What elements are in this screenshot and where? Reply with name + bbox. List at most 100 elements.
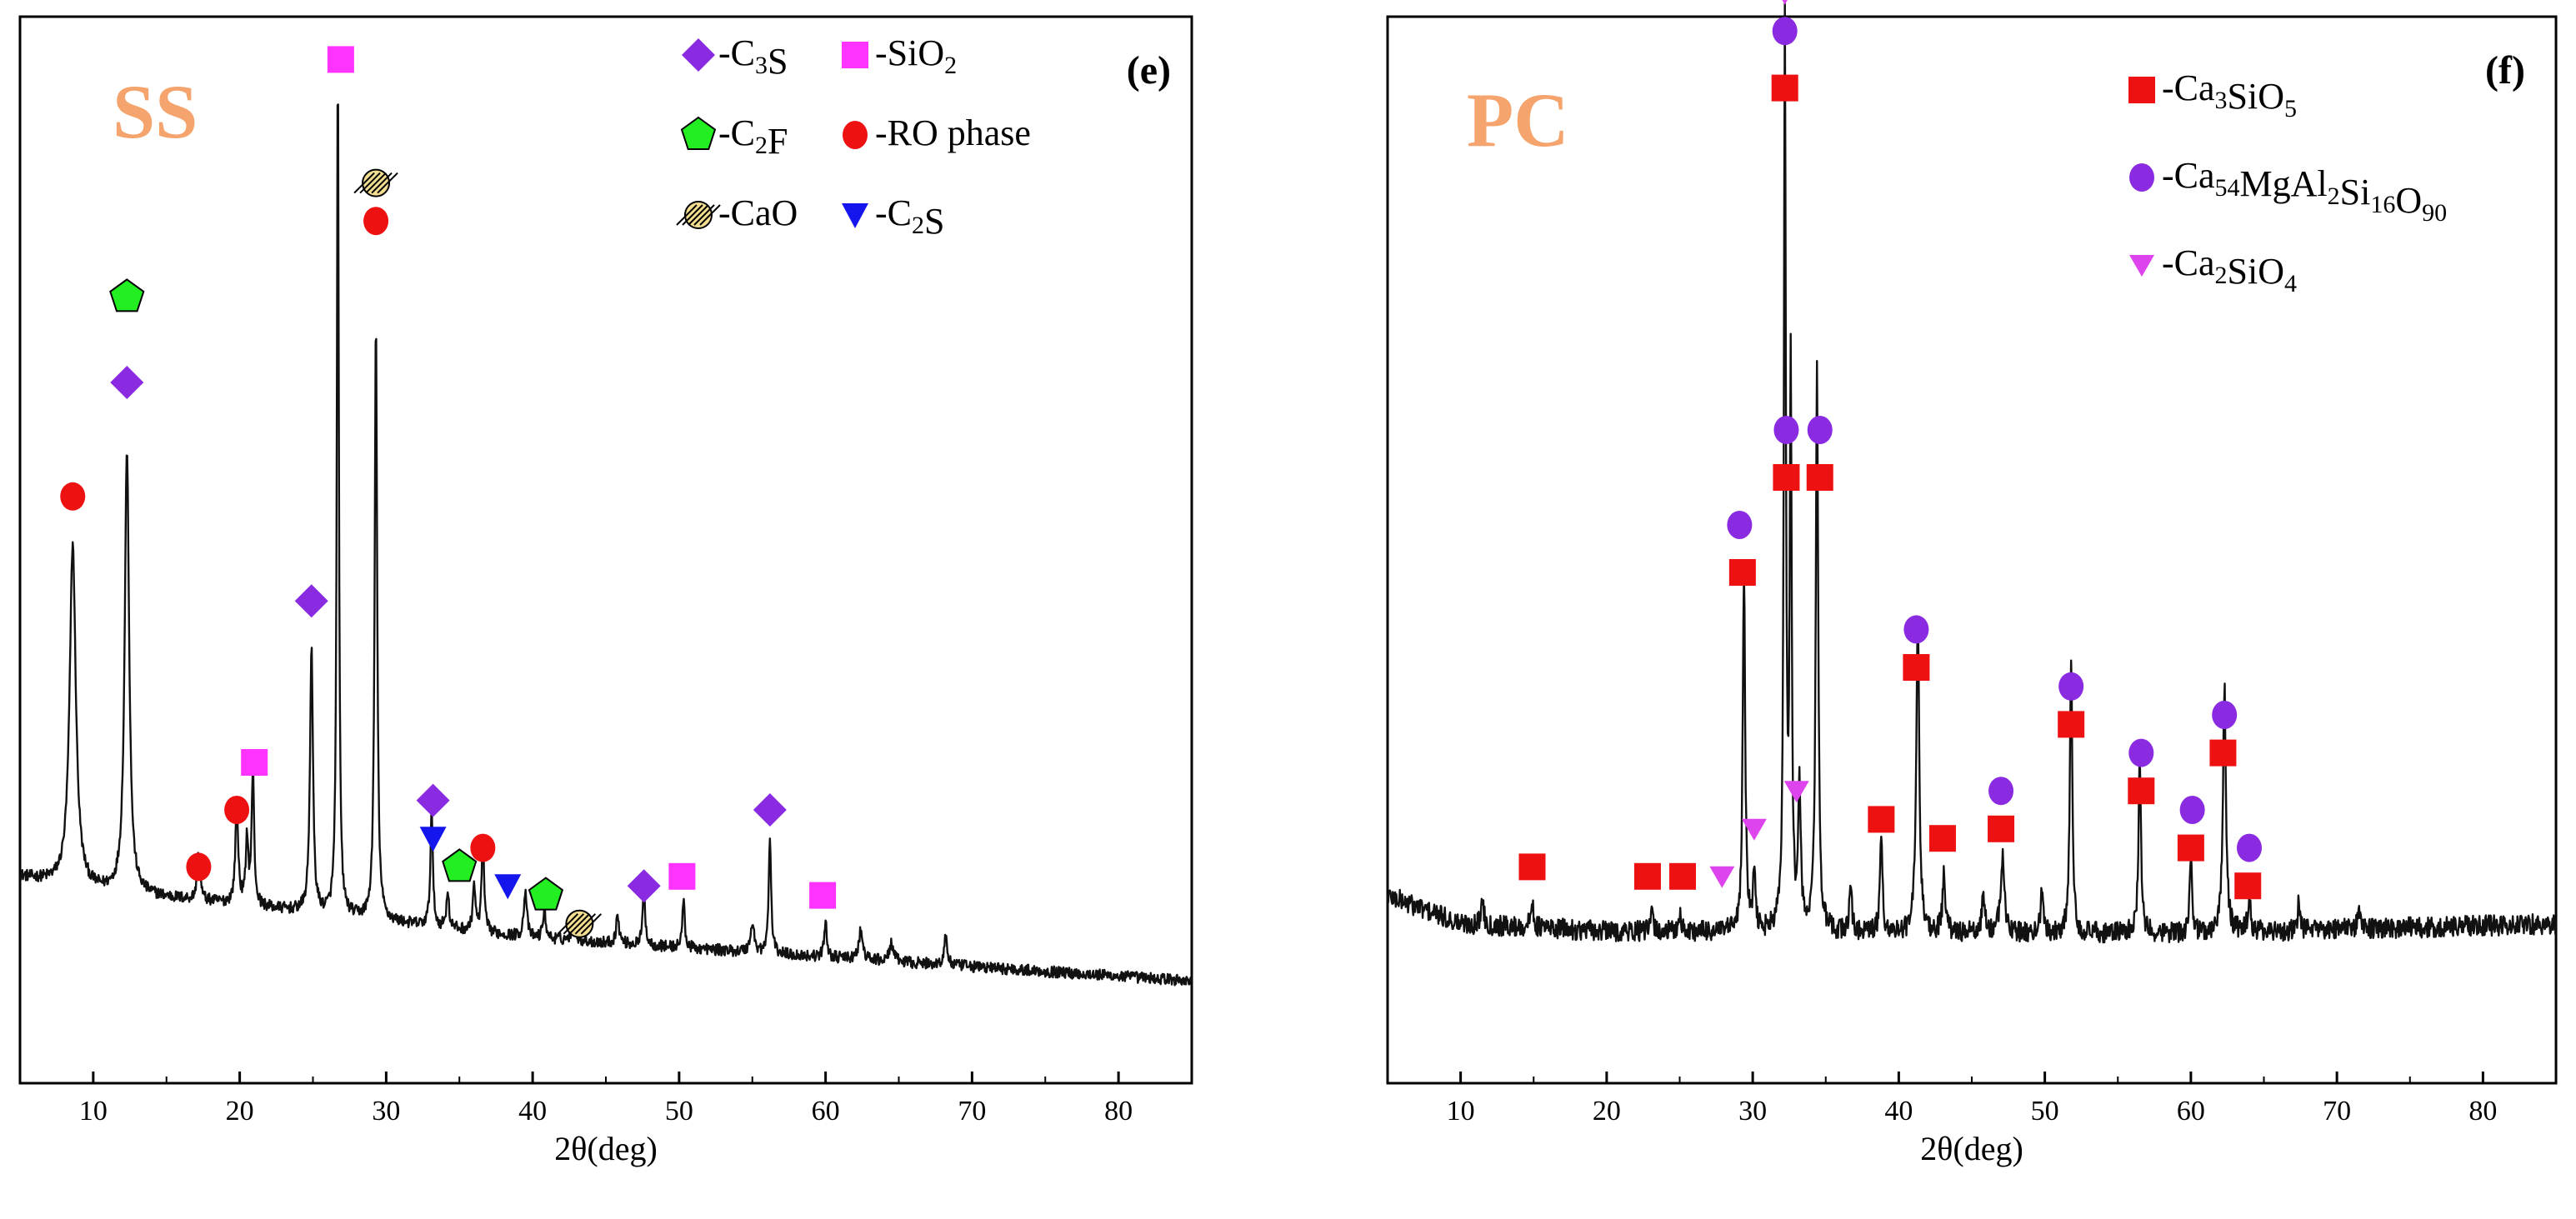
marker-ca2sio4 bbox=[1782, 0, 1788, 5]
marker-cao-hatch bbox=[568, 913, 591, 935]
marker-sio2 bbox=[809, 882, 837, 909]
legend-sub: 3 bbox=[2215, 87, 2228, 114]
marker-ca54 bbox=[2058, 672, 2084, 701]
marker-ca3sio5 bbox=[2234, 872, 2262, 900]
marker-ca3sio5 bbox=[1928, 825, 1956, 852]
xrd-trace bbox=[19, 103, 1193, 987]
legend-symbol-cao-hatch bbox=[676, 204, 698, 226]
xrd-trace bbox=[1386, 0, 2558, 944]
legend-run: Si bbox=[2340, 172, 2371, 212]
x-axis-title: 2θ(deg) bbox=[554, 1130, 658, 1167]
panel-tag: (f) bbox=[2485, 48, 2525, 92]
marker-ca2sio4 bbox=[1783, 781, 1809, 803]
legend-run: -RO phase bbox=[875, 112, 1031, 153]
legend-sub: 2 bbox=[2328, 182, 2340, 210]
marker-c2f bbox=[442, 848, 478, 882]
legend-label-ca54: -Ca54MgAl2Si16O90 bbox=[2162, 155, 2447, 227]
legend-run: SiO bbox=[2228, 251, 2284, 292]
legend-sub: 2 bbox=[2215, 262, 2228, 289]
marker-sio2 bbox=[668, 862, 696, 890]
legend-symbol-cao-hatch bbox=[682, 204, 703, 226]
legend-run: -C bbox=[718, 112, 755, 153]
legend-sub: 2 bbox=[944, 52, 957, 79]
x-tick-label: 20 bbox=[226, 1096, 254, 1127]
legend-run: F bbox=[768, 121, 788, 162]
marker-cao-hatch bbox=[365, 172, 387, 194]
marker-ca54 bbox=[1727, 511, 1753, 539]
marker-ca54 bbox=[2236, 833, 2262, 862]
legend-symbol-cao-hatch bbox=[688, 204, 709, 226]
marker-ca3sio5 bbox=[1669, 862, 1697, 890]
legend-symbol-cao bbox=[676, 201, 721, 229]
marker-ro bbox=[224, 796, 250, 824]
x-tick-label: 10 bbox=[79, 1096, 108, 1127]
x-tick-label: 80 bbox=[2468, 1096, 2497, 1127]
legend-symbol-c2s bbox=[842, 203, 868, 228]
marker-c2s bbox=[494, 874, 522, 900]
legend-run: -Ca bbox=[2162, 67, 2215, 108]
legend-run: -Ca bbox=[2162, 242, 2215, 283]
marker-ca3sio5 bbox=[1868, 806, 1895, 833]
legend-label-c3s: -C3S bbox=[718, 32, 788, 82]
x-tick-label: 10 bbox=[1447, 1096, 1475, 1127]
legend-run: -C bbox=[875, 192, 912, 233]
x-tick-label: 50 bbox=[2031, 1096, 2059, 1127]
legend-sub: 2 bbox=[755, 132, 768, 159]
marker-ca3sio5 bbox=[1728, 559, 1756, 586]
marker-ca3sio5 bbox=[2128, 777, 2155, 805]
x-tick-label: 60 bbox=[812, 1096, 840, 1127]
legend-symbol-cao-hatch bbox=[699, 204, 721, 226]
marker-cao-hatch bbox=[557, 913, 579, 935]
x-tick-label: 50 bbox=[665, 1096, 693, 1127]
panel-tag: (e) bbox=[1127, 48, 1171, 92]
marker-c3s bbox=[627, 869, 661, 903]
marker-ca54 bbox=[1773, 416, 1799, 444]
marker-ca3sio5 bbox=[1903, 654, 1930, 681]
legend-sub: 4 bbox=[2284, 270, 2297, 297]
legend-symbol-c2f bbox=[680, 116, 717, 150]
marker-c3s bbox=[294, 584, 328, 618]
marker-c3s bbox=[416, 783, 450, 817]
marker-sio2 bbox=[327, 46, 354, 73]
legend-symbol-cao-hatch bbox=[693, 204, 715, 226]
legend-run: MgAl bbox=[2240, 163, 2328, 204]
marker-ca3sio5 bbox=[2058, 711, 2085, 738]
legend-run: -C bbox=[718, 32, 755, 73]
panel-pc: 10 20 30 40 50 60 70 802θ(deg)PC(f)-Ca3SiO5-Ca5… bbox=[1386, 0, 2558, 1167]
legend-label-c2f: -C2F bbox=[718, 112, 788, 162]
legend-label-ca3sio5: -Ca3SiO5 bbox=[2162, 67, 2297, 122]
legend-run: O bbox=[2395, 180, 2422, 221]
marker-ca3sio5 bbox=[2177, 834, 2204, 862]
x-tick-label: 60 bbox=[2177, 1096, 2205, 1127]
marker-c2s bbox=[419, 827, 447, 852]
marker-cao bbox=[353, 168, 398, 197]
legend-run: -Ca bbox=[2162, 155, 2215, 196]
marker-cao-hatch bbox=[359, 172, 381, 194]
marker-ca3sio5 bbox=[1633, 862, 1661, 890]
legend-symbol-c3s bbox=[682, 38, 715, 72]
marker-ca2sio4 bbox=[1741, 818, 1767, 841]
x-tick-label: 20 bbox=[1593, 1096, 1621, 1127]
legend-label-ro: -RO phase bbox=[875, 112, 1031, 153]
marker-ca54 bbox=[1807, 416, 1833, 444]
marker-cao-hatch bbox=[377, 172, 398, 194]
x-axis-title: 2θ(deg) bbox=[1920, 1130, 2023, 1167]
legend-symbol-ca3sio5 bbox=[2128, 77, 2155, 103]
marker-ca3sio5 bbox=[1806, 464, 1833, 491]
x-tick-label: 70 bbox=[2323, 1096, 2351, 1127]
marker-ca3sio5 bbox=[2209, 739, 2237, 767]
legend-symbol-ca54 bbox=[2129, 163, 2154, 192]
legend: -Ca3SiO5-Ca54MgAl2Si16O90-Ca2SiO4 bbox=[2128, 67, 2447, 297]
marker-ca2sio4 bbox=[1709, 866, 1735, 888]
marker-ro bbox=[470, 833, 496, 862]
marker-ro bbox=[363, 207, 389, 236]
marker-c2f bbox=[528, 877, 564, 911]
marker-c3s bbox=[753, 793, 787, 827]
x-tick-label: 80 bbox=[1104, 1096, 1133, 1127]
marker-ca54 bbox=[2179, 796, 2205, 824]
marker-ca3sio5 bbox=[1988, 815, 2015, 842]
legend-run: -CaO bbox=[718, 192, 798, 233]
legend-label-ca2sio4: -Ca2SiO4 bbox=[2162, 242, 2297, 297]
